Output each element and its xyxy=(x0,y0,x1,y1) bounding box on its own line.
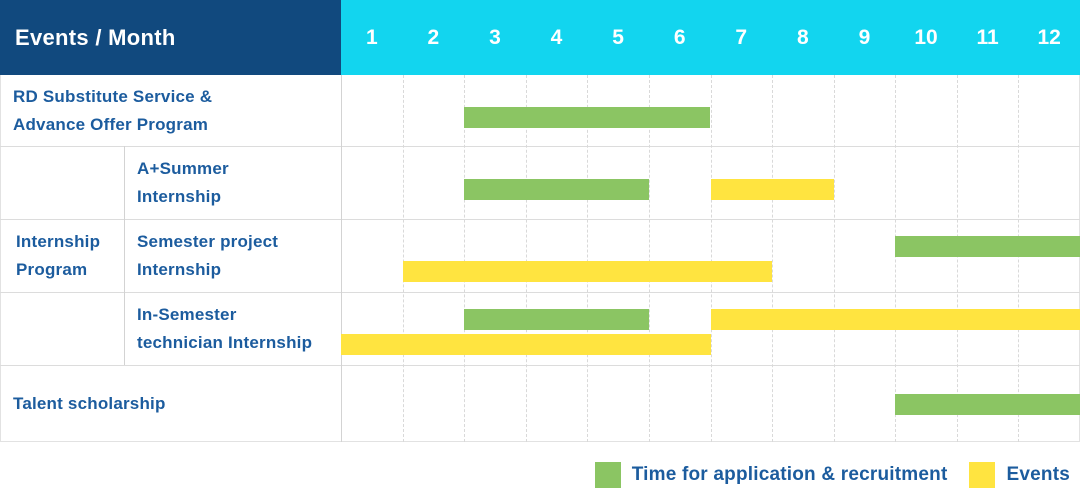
table-title-cell: Events / Month xyxy=(0,0,341,75)
grid-line-horizontal xyxy=(0,365,1080,366)
row-label-line: Semester project xyxy=(137,231,279,251)
group-label-line: Internship xyxy=(16,231,101,251)
month-label: 10 xyxy=(914,25,938,49)
gantt-bar-green xyxy=(895,236,1080,257)
legend-label: Events xyxy=(1006,463,1070,485)
month-header-row: 1 2 3 4 5 6 7 8 9 10 11 12 xyxy=(341,0,1080,75)
grid-line-vertical xyxy=(895,75,897,442)
month-label: 4 xyxy=(550,25,563,49)
gantt-bar-green xyxy=(464,179,649,200)
row-label-line: Internship xyxy=(137,186,222,206)
month-label: 2 xyxy=(427,25,440,49)
month-label: 12 xyxy=(1037,25,1061,49)
gantt-bar-yellow xyxy=(402,261,773,282)
gantt-bar-green xyxy=(895,394,1080,415)
month-label: 11 xyxy=(976,25,999,49)
row-label: RD Substitute Service & Advance Offer Pro… xyxy=(0,75,341,146)
month-label: 3 xyxy=(489,25,501,49)
row-label: A+Summer Internship xyxy=(124,146,341,219)
grid-line-vertical xyxy=(525,75,527,442)
legend-swatch-green xyxy=(594,461,621,488)
grid-line-horizontal xyxy=(0,219,1080,220)
row-label-line: Advance Offer Program xyxy=(13,114,209,134)
month-label: 6 xyxy=(673,25,686,49)
grid-line-vertical xyxy=(402,75,404,442)
month-label: 1 xyxy=(365,25,378,49)
group-label-line: Program xyxy=(16,259,88,279)
grid-line-vertical xyxy=(833,75,835,442)
grid-line-vertical xyxy=(648,75,650,442)
legend-swatch-yellow xyxy=(969,461,996,488)
grid-line-horizontal xyxy=(0,292,1080,293)
gantt-bar-yellow xyxy=(710,179,834,200)
label-grid-divider xyxy=(341,75,342,442)
legend-item: Events xyxy=(969,461,1070,488)
grid-line-vertical xyxy=(772,75,774,442)
month-label: 7 xyxy=(735,25,748,49)
grid-line-horizontal xyxy=(0,146,1080,147)
row-label-line: A+Summer xyxy=(137,158,229,178)
grid-line-vertical xyxy=(464,75,466,442)
grid-line-vertical xyxy=(710,75,712,442)
month-label: 9 xyxy=(858,25,871,49)
legend-label: Time for application & recruitment xyxy=(631,463,948,485)
grid-line-vertical xyxy=(1018,75,1020,442)
grid-line-vertical xyxy=(956,75,958,442)
legend: Time for application & recruitment Events xyxy=(0,455,1080,494)
row-label-line: Talent scholarship xyxy=(13,393,166,413)
month-label: 5 xyxy=(612,25,624,49)
gantt-bar-green xyxy=(464,107,711,128)
row-label-line: technician Internship xyxy=(137,332,313,352)
row-label-line: RD Substitute Service & xyxy=(13,86,213,106)
grid-line-vertical xyxy=(587,75,589,442)
group-label: Internship Program xyxy=(0,146,124,365)
row-label: In-Semester technician Internship xyxy=(124,292,341,365)
legend-item: Time for application & recruitment xyxy=(594,461,948,488)
row-label-line: Internship xyxy=(137,259,222,279)
gantt-bar-yellow xyxy=(710,309,1080,330)
row-label: Semester project Internship xyxy=(124,219,341,292)
gantt-bar-green xyxy=(464,309,649,330)
table-title: Events / Month xyxy=(15,24,176,50)
row-label: Talent scholarship xyxy=(0,365,341,442)
month-label: 8 xyxy=(796,25,809,49)
gantt-bar-yellow xyxy=(341,334,711,355)
group-column-divider xyxy=(124,146,125,365)
row-label-line: In-Semester xyxy=(137,304,237,324)
